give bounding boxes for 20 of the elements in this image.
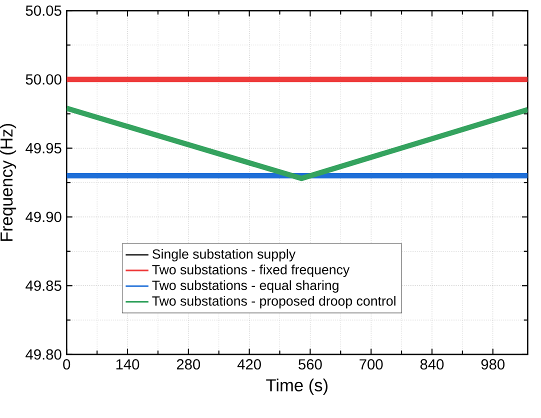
y-tick-label: 49.95 xyxy=(26,142,62,154)
x-axis-title: Time (s) xyxy=(266,378,328,395)
legend-label: Two substations - proposed droop control xyxy=(152,296,396,308)
x-tick-label: 420 xyxy=(237,358,261,370)
x-tick-label: 280 xyxy=(176,358,200,370)
y-tick-label: 49.90 xyxy=(26,212,62,222)
y-axis-title: Frequency (Hz) xyxy=(0,124,16,241)
x-tick-label: 980 xyxy=(481,358,505,370)
legend-label: Single substation supply xyxy=(152,248,296,262)
x-tick-label: 560 xyxy=(298,358,322,370)
x-tick-label: 0 xyxy=(63,358,70,370)
y-tick-label: 49.85 xyxy=(26,280,62,291)
legend-label: Two substations - equal sharing xyxy=(152,280,338,292)
x-tick-label: 840 xyxy=(420,358,444,370)
y-tick-label: 49.80 xyxy=(26,349,62,360)
y-tick-label: 50.05 xyxy=(26,5,62,16)
y-tick-label: 50.00 xyxy=(26,74,62,84)
x-tick-label: 700 xyxy=(360,358,383,370)
legend-label: Two substations - fixed frequency xyxy=(152,264,350,277)
x-tick-label: 140 xyxy=(116,358,140,370)
